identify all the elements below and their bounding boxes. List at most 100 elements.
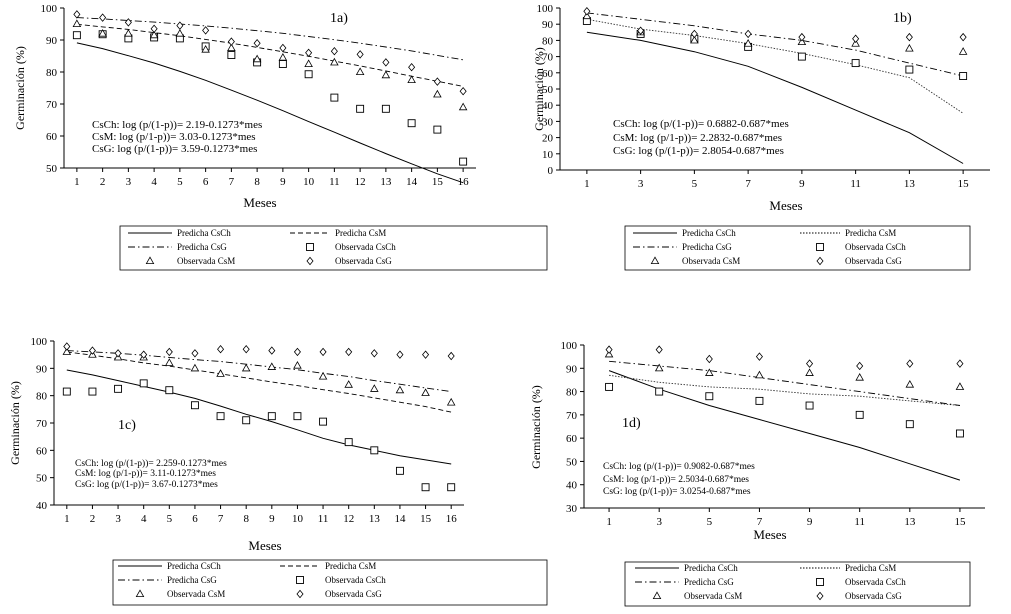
observed-point-csch bbox=[447, 483, 456, 492]
x-tick-label: 12 bbox=[343, 513, 354, 525]
y-tick-label: 60 bbox=[46, 131, 58, 143]
x-axis-label: Meses bbox=[243, 195, 276, 210]
legend-label: Predicha CsG bbox=[682, 242, 732, 252]
legend-label: Observada CsCh bbox=[325, 575, 386, 585]
x-tick-label: 7 bbox=[218, 513, 224, 525]
observed-point-csm bbox=[905, 43, 914, 52]
x-tick-label: 6 bbox=[203, 176, 209, 188]
legend-swatch-obs-g bbox=[816, 256, 824, 266]
legend-swatch-obs-m bbox=[650, 256, 660, 264]
observed-point-csm bbox=[344, 380, 353, 388]
predicted-line-csch bbox=[66, 369, 452, 465]
legend-label: Predicha CsG bbox=[167, 575, 217, 585]
observed-point-csg bbox=[217, 344, 225, 354]
y-tick-label: 60 bbox=[566, 433, 578, 445]
y-tick-label: 100 bbox=[41, 3, 58, 15]
y-tick-label: 70 bbox=[46, 99, 58, 111]
legend-swatch-obs-ch bbox=[816, 243, 824, 251]
x-tick-label: 1 bbox=[584, 178, 590, 190]
legend-box bbox=[624, 225, 971, 271]
x-tick-label: 1 bbox=[74, 176, 80, 188]
observed-point-csg bbox=[165, 347, 173, 357]
x-tick-label: 11 bbox=[854, 516, 865, 528]
x-tick-label: 1 bbox=[606, 516, 612, 528]
observed-point-csg bbox=[422, 350, 430, 359]
y-axis-label: Germinación (%) bbox=[532, 47, 546, 131]
legend-swatch-obs-g bbox=[816, 591, 824, 601]
observed-point-csg bbox=[114, 349, 122, 358]
observed-point-csch bbox=[344, 438, 353, 447]
y-tick-label: 50 bbox=[36, 473, 48, 485]
observed-point-csg bbox=[73, 10, 81, 19]
observed-point-csm bbox=[433, 89, 442, 98]
y-tick-label: 60 bbox=[36, 445, 48, 457]
legend: Predicha CsCh Predicha CsM Predicha CsG Obs… bbox=[624, 561, 971, 607]
x-tick-label: 13 bbox=[904, 516, 916, 528]
predicted-line-csch bbox=[586, 31, 964, 164]
x-tick-label: 7 bbox=[757, 516, 763, 528]
legend-swatch-obs-m bbox=[145, 256, 155, 264]
observed-point-csg bbox=[583, 7, 591, 16]
equation-text: CsG: log (p/(1-p))= 3.59-0.1273*mes bbox=[92, 143, 257, 155]
legend-label: Observada CsCh bbox=[845, 242, 906, 252]
equation-text: CsG: log (p/(1-p))= 3.0254-0.687*mes bbox=[603, 486, 751, 497]
observed-point-csch bbox=[705, 392, 714, 401]
observed-point-csm bbox=[755, 370, 764, 379]
x-tick-label: 2 bbox=[90, 513, 96, 525]
observed-point-csm bbox=[690, 35, 699, 44]
legend-label: Observada CsM bbox=[177, 256, 235, 266]
y-tick-label: 90 bbox=[542, 19, 554, 31]
panel-label: 1a) bbox=[330, 11, 348, 26]
x-tick-label: 5 bbox=[692, 178, 698, 190]
observed-point-csch bbox=[605, 382, 614, 391]
observed-point-csch bbox=[855, 410, 864, 419]
observed-point-csch bbox=[72, 31, 81, 40]
observed-point-csg bbox=[382, 58, 390, 67]
observed-point-csm bbox=[201, 44, 210, 53]
y-tick-label: 30 bbox=[566, 503, 578, 515]
equation-text: CsCh: log (p/(1-p))= 2.19-0.1273*mes bbox=[92, 119, 262, 131]
x-tick-label: 11 bbox=[850, 178, 861, 190]
observed-point-csm bbox=[190, 363, 200, 372]
observed-point-csch bbox=[293, 412, 302, 421]
x-tick-label: 5 bbox=[167, 513, 173, 525]
x-tick-label: 9 bbox=[280, 176, 286, 188]
y-tick-label: 40 bbox=[36, 500, 48, 512]
observed-point-csm bbox=[421, 388, 430, 396]
observed-point-csch bbox=[356, 104, 365, 113]
observed-point-csg bbox=[905, 32, 913, 42]
legend-label: Observada CsCh bbox=[845, 577, 906, 587]
y-tick-label: 60 bbox=[542, 68, 554, 80]
y-tick-label: 0 bbox=[548, 165, 554, 177]
x-tick-label: 5 bbox=[177, 176, 183, 188]
x-tick-label: 3 bbox=[126, 176, 132, 188]
y-tick-label: 80 bbox=[46, 67, 58, 79]
observed-point-csm bbox=[216, 369, 225, 377]
equation-text: CsM: log (p/1-p))= 3.11-0.1273*mes bbox=[75, 468, 216, 479]
predicted-line-csch bbox=[608, 370, 961, 481]
observed-point-csm bbox=[407, 75, 416, 83]
observed-point-csg bbox=[806, 359, 814, 368]
y-tick-label: 50 bbox=[46, 163, 58, 175]
observed-point-csm bbox=[855, 372, 864, 381]
observed-point-csg bbox=[124, 18, 132, 27]
y-tick-label: 100 bbox=[31, 336, 48, 348]
observed-point-csch bbox=[370, 446, 379, 455]
observed-point-csg bbox=[956, 359, 964, 368]
legend-label: Predicha CsM bbox=[335, 228, 386, 238]
observed-point-csg bbox=[63, 342, 71, 351]
x-tick-label: 9 bbox=[269, 513, 275, 525]
legend-label: Predicha CsG bbox=[177, 242, 227, 252]
legend-swatch-obs-m bbox=[135, 589, 145, 597]
equation-text: CsM: log (p/1-p))= 2.2832-0.687*mes bbox=[613, 132, 782, 144]
legend-swatch-obs-ch bbox=[296, 576, 304, 584]
observed-point-csch bbox=[955, 429, 964, 438]
x-axis-label: Meses bbox=[753, 527, 786, 542]
predicted-line-csm bbox=[76, 23, 464, 87]
observed-point-csm bbox=[252, 54, 262, 63]
observed-point-csm bbox=[446, 397, 456, 406]
legend-swatch-obs-m bbox=[652, 591, 662, 599]
